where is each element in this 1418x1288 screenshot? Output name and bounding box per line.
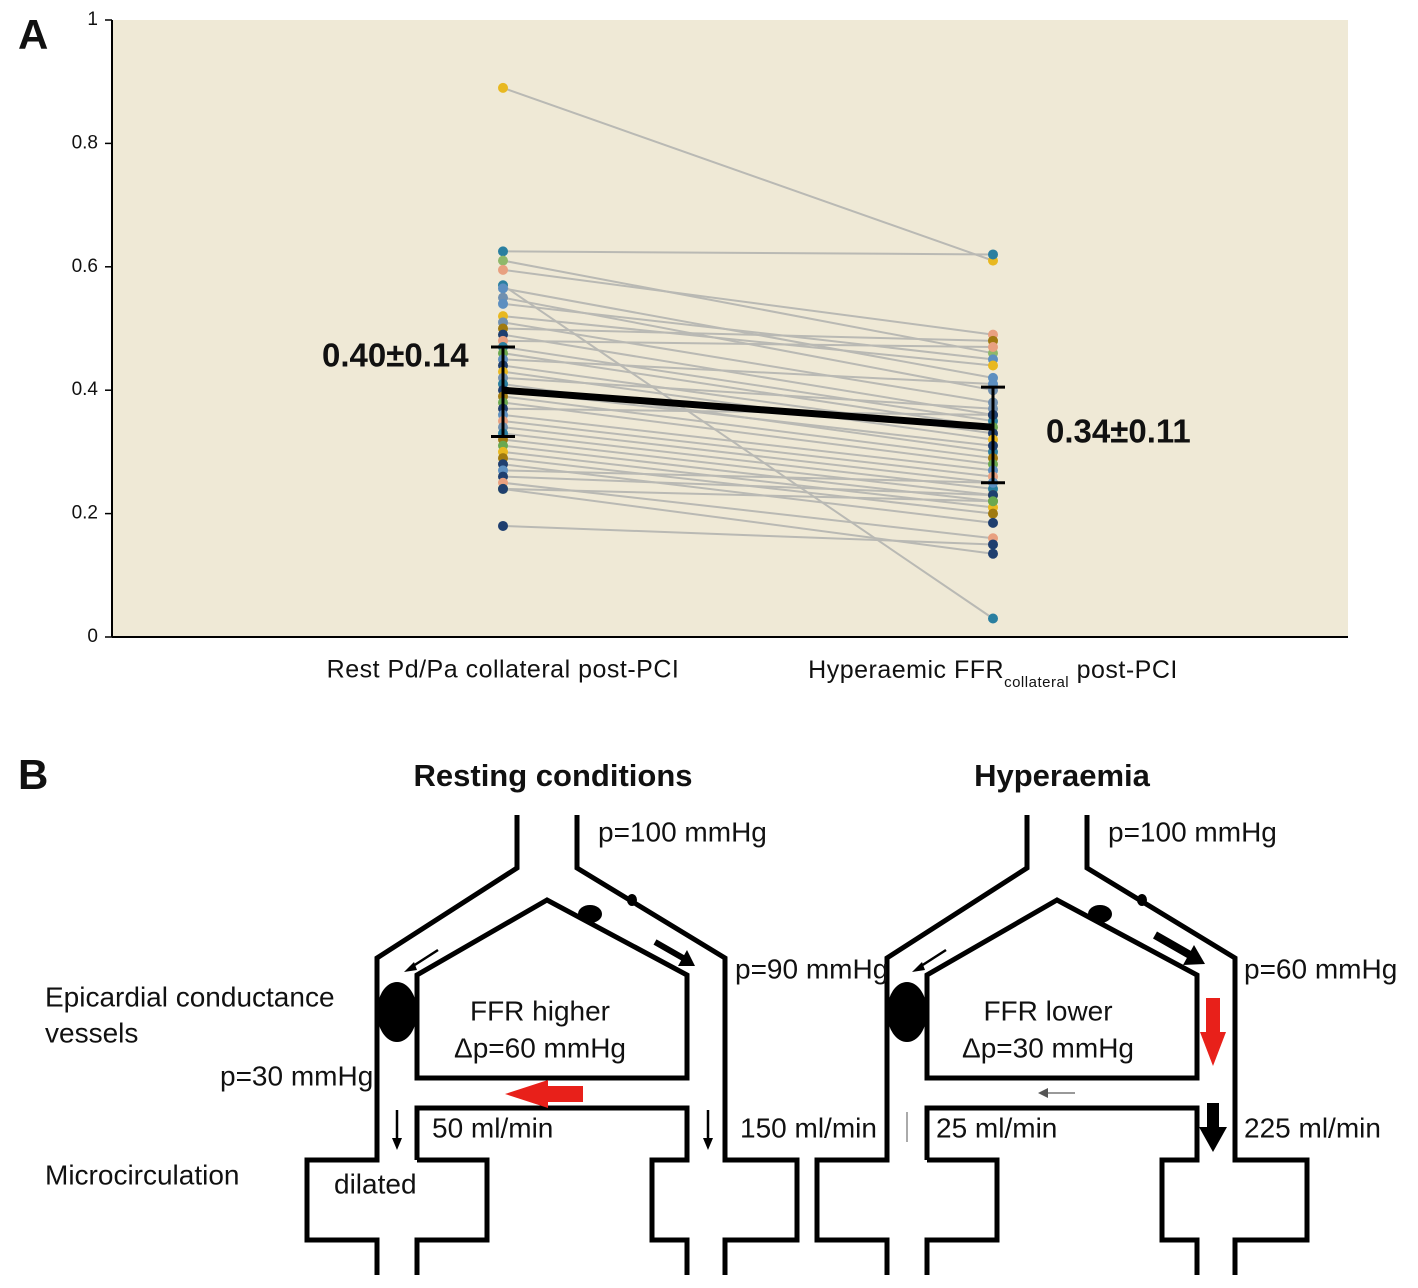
pressure-label: p=60 mmHg (1244, 953, 1397, 984)
pair-line (502, 268, 994, 336)
arrows-resting (392, 939, 713, 1150)
flow-label: 150 ml/min (740, 1112, 877, 1143)
pair-line (502, 284, 994, 620)
pair-line (502, 339, 994, 349)
label-part: post-PCI (1069, 656, 1178, 684)
pressure-label: p=90 mmHg (735, 953, 888, 984)
rest-point (498, 246, 508, 257)
pair-line (502, 327, 994, 342)
y-tick-label: 0.2 (72, 503, 98, 524)
y-tick-label: 0.4 (72, 379, 99, 400)
y-tick-label: 0.6 (72, 256, 98, 277)
arrows-hyperaemia (906, 931, 1227, 1152)
delta-label: Δp=30 mmHg (962, 1032, 1134, 1063)
pair-line (502, 250, 994, 256)
mean-label: 0.34±0.11 (1046, 413, 1191, 450)
ffr-label: FFR lower (983, 995, 1112, 1026)
pair-line (502, 469, 994, 484)
pair-line (502, 450, 994, 509)
label-part: collateral (1004, 674, 1069, 691)
row-label: Epicardial conductance (45, 981, 335, 1012)
flow-label: 50 ml/min (432, 1112, 553, 1143)
rest-point (498, 483, 508, 494)
pair-line (502, 376, 994, 410)
rest-point (498, 298, 508, 309)
panel-title: Resting conditions (414, 758, 693, 793)
pair-line (502, 463, 994, 524)
label-part: Hyperaemic FFR (808, 656, 1004, 684)
panel-label: A (18, 11, 48, 58)
row-label: vessels (45, 1017, 138, 1048)
flow-label: 225 ml/min (1244, 1112, 1381, 1143)
pair-line (502, 481, 994, 540)
y-tick-label: 1 (87, 9, 98, 30)
delta-label: Δp=60 mmHg (454, 1032, 626, 1063)
rest-point (498, 264, 508, 275)
pair-line (502, 401, 994, 466)
pair-line (502, 426, 994, 484)
plot-background (112, 20, 1348, 637)
rest-point (498, 82, 508, 93)
panel-title: Hyperaemia (974, 758, 1151, 793)
pair-line (502, 358, 994, 386)
y-tick-label: 0 (87, 626, 98, 647)
rest-point (498, 255, 508, 266)
x-tick-label: Hyperaemic FFRcollateral post-PCI (808, 656, 1178, 691)
pair-line (502, 302, 994, 361)
pair-line (502, 321, 994, 404)
hyperaemic-point (988, 508, 998, 519)
pair-line (502, 86, 994, 262)
pair-line (502, 395, 994, 460)
panel-label: B (18, 751, 48, 798)
pressure-label: p=30 mmHg (220, 1060, 373, 1091)
rest-point (498, 520, 508, 531)
pair-line (502, 333, 994, 416)
hyperaemic-point (988, 342, 998, 353)
pressure-label: p=100 mmHg (598, 816, 767, 847)
pair-line (502, 487, 994, 555)
note-label: dilated (334, 1168, 417, 1199)
hyperaemic-point (988, 496, 998, 507)
flow-label: 25 ml/min (936, 1112, 1057, 1143)
hyperaemic-point (988, 613, 998, 624)
ffr-label: FFR higher (470, 995, 610, 1026)
hyperaemic-point (988, 517, 998, 528)
pair-line (502, 420, 994, 478)
pair-line (502, 487, 994, 503)
mean-label: 0.40±0.14 (322, 337, 469, 374)
row-label: Microcirculation (45, 1159, 240, 1190)
pair-line (502, 259, 994, 355)
mean-line (502, 386, 994, 431)
pair-line (502, 315, 994, 367)
hyperaemic-point (988, 539, 998, 550)
pair-line (502, 524, 994, 546)
hyperaemic-point (988, 249, 998, 260)
pair-line (502, 475, 994, 497)
hyperaemic-point (988, 360, 998, 371)
rest-point (498, 283, 508, 294)
pressure-label: p=100 mmHg (1108, 816, 1277, 847)
pair-line (502, 287, 994, 379)
pair-line (502, 432, 994, 490)
pair-line (502, 413, 994, 472)
pair-line (502, 352, 994, 429)
hyperaemic-point (988, 548, 998, 559)
y-tick-label: 0.8 (72, 132, 98, 153)
pair-line (502, 346, 994, 423)
pair-line (502, 438, 994, 497)
plot-area: 0 0.2 0.4 0.6 0.8 1 Rest Pd/Pa collateral post… (72, 9, 1348, 691)
x-tick-label: Rest Pd/Pa collateral post-PCI (327, 656, 680, 684)
